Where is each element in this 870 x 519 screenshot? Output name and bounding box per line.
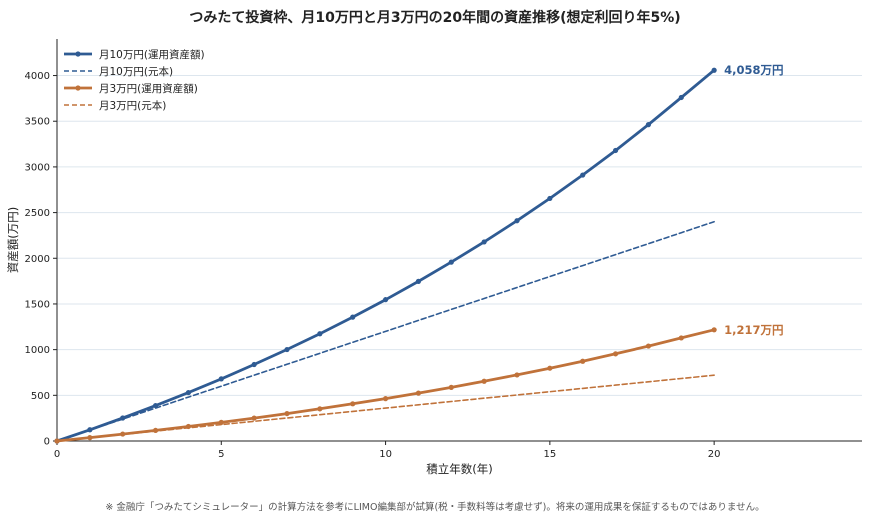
y-tick-label: 1000 [25,345,50,356]
x-tick-label: 5 [218,449,224,460]
data-point [645,122,652,128]
y-tick-label: 1500 [25,299,50,310]
axes: 0 500 1000 1500 2000 2500 3000 3500 4000 0 5 10 15 20… [6,39,862,476]
end-value-label: 1,217万円 [724,323,783,337]
annotations: 4,058万円 1,217万円 [724,63,783,337]
data-point [580,358,586,364]
legend-marker [75,51,81,57]
legend: 月10万円(運用資産額) 月10万円(元本) 月3万円(運用資産額) 月3万円(元本) [64,48,205,112]
x-axis-label: 積立年数(年) [426,462,492,476]
data-point [54,438,60,444]
data-point [185,423,192,430]
legend-marker [75,85,81,91]
x-tick-label: 0 [54,449,60,460]
data-point [612,147,619,154]
data-point [514,218,520,224]
legend-label: 月10万円(元本) [99,65,173,78]
legend-label: 月3万円(運用資産額) [99,82,198,95]
data-point [382,297,389,303]
data-point [350,314,356,320]
data-point [152,402,159,409]
data-point [448,384,454,390]
data-point [580,172,586,178]
data-point [481,239,487,245]
series-lines [54,67,717,444]
y-tick-label: 2500 [25,208,50,219]
data-point [448,259,454,265]
data-point [218,376,224,382]
data-point [678,94,684,101]
y-tick-label: 3000 [25,162,50,173]
data-point [218,419,224,425]
data-point [87,435,93,441]
footnote: ※ 金融庁「つみたてシミュレーター」の計算方法を参考にLIMO編集部が試算(税・… [105,502,765,513]
data-point [185,389,192,396]
data-point [415,390,422,396]
data-point [284,410,290,417]
data-point [317,406,323,412]
x-tick-label: 10 [379,449,392,460]
data-point [87,427,93,433]
y-tick-label: 2000 [25,254,50,265]
data-point [152,427,159,434]
chart-title: つみたて投資枠、月10万円と月3万円の20年間の資産推移(想定利回り年5%) [189,10,681,26]
data-point [481,378,487,384]
data-point [317,331,323,337]
data-point [284,346,290,353]
y-tick-label: 500 [31,391,50,402]
data-point [612,351,619,357]
end-value-label: 4,058万円 [724,63,783,77]
data-point [415,278,422,284]
data-point [711,327,717,333]
legend-label: 月3万円(元本) [99,99,166,112]
y-axis-label: 資産額(万円) [6,207,20,273]
legend-label: 月10万円(運用資産額) [99,48,205,61]
data-point [350,401,356,407]
data-point [547,195,553,202]
data-point [382,396,389,402]
x-tick-label: 15 [543,449,556,460]
data-point [547,365,553,371]
data-point [120,431,126,437]
data-point [514,372,520,378]
data-point [251,415,257,421]
gridlines [57,75,862,396]
data-point [711,67,717,73]
data-point [678,335,684,341]
data-point [120,415,126,421]
x-tick-label: 20 [708,449,721,460]
data-point [645,343,652,349]
y-tick-label: 3500 [25,117,50,128]
y-tick-label: 4000 [25,71,50,82]
series-line [56,220,715,442]
y-tick-label: 0 [44,437,50,448]
data-point [251,361,257,368]
series-line [56,374,715,442]
